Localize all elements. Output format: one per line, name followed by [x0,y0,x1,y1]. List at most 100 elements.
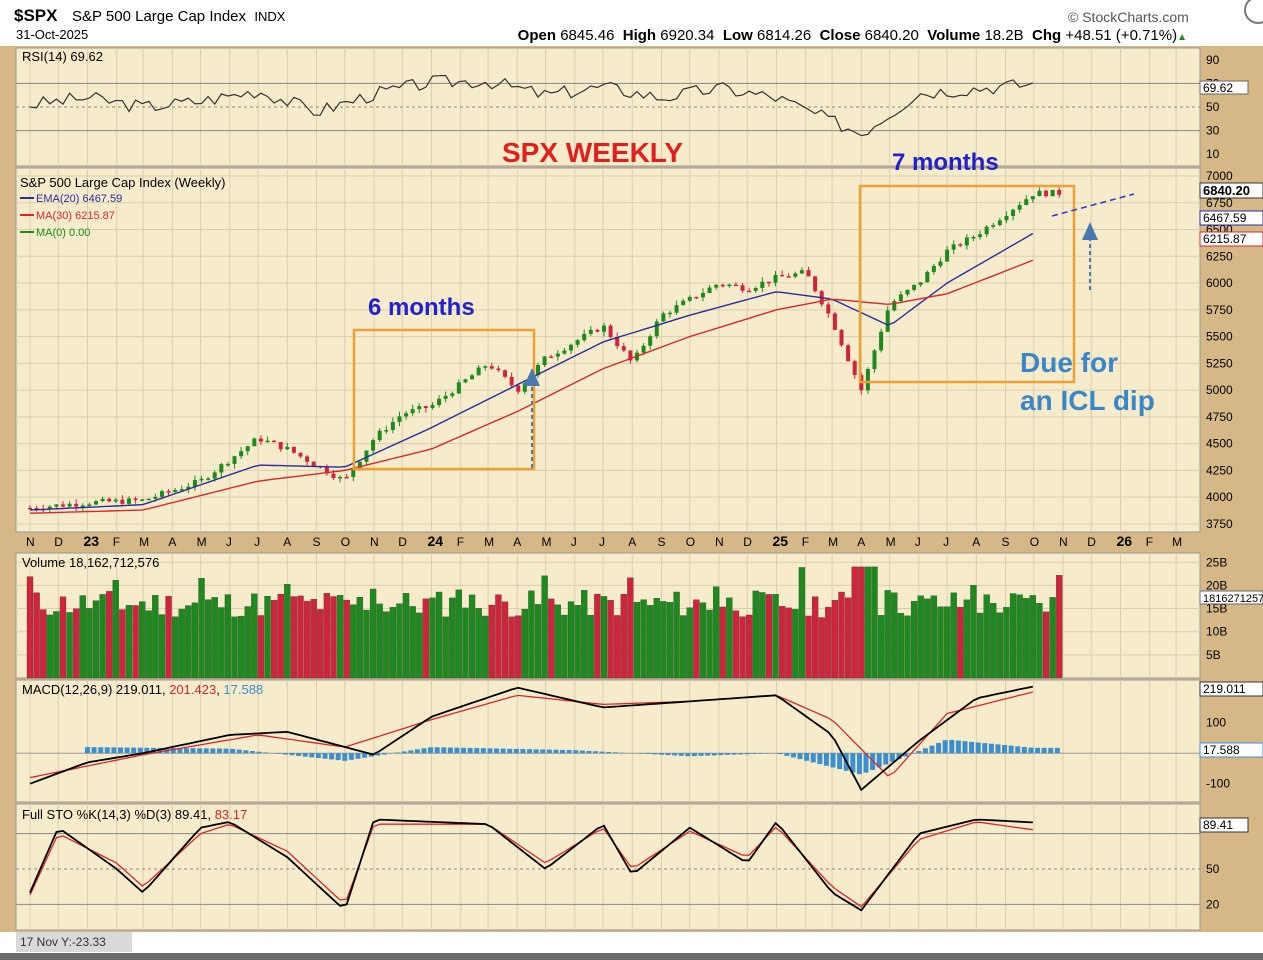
sto-d-line [29,821,1033,908]
volume-bar [59,596,67,679]
macd-hist-bar [870,753,876,770]
candle-body [720,284,725,287]
volume-bar [40,609,47,679]
candle-body [694,296,699,299]
macd-hist-bar [969,741,975,754]
x-tick-label: J [254,535,260,549]
bottom-scrollbar[interactable] [0,953,1263,960]
open-value: 6845.46 [560,27,615,44]
volume-bar [963,599,971,679]
candle-body [470,375,475,380]
candle-body [714,284,719,288]
volume-bar [541,575,548,679]
volume-bar [858,566,865,679]
x-tick-label: F [1146,535,1153,549]
volume-bar [943,606,951,679]
x-tick-label: M [139,535,149,549]
macd-hist-bar [784,753,790,756]
candle-body [338,476,343,479]
x-tick-label: A [513,535,521,549]
volume-bar [614,615,621,679]
volume-y-tick: 10B [1206,625,1227,639]
candle-body [225,463,230,466]
candle-body [938,261,943,266]
candle-body [687,296,692,301]
candle-body [212,472,217,479]
price-y-tick: 5500 [1206,330,1233,344]
candle-body [140,499,145,501]
price-y-tick: 5250 [1206,356,1233,370]
macd-hist-bar [480,748,486,754]
volume-bar [666,602,674,679]
candle-body [34,507,39,510]
last-value-labels: 69.62 6840.20 6467.59 6215.87 1816271257… [1199,80,1263,833]
candle-body [186,486,191,490]
volume-bar [211,597,218,679]
macd-hist-bar [322,753,328,759]
ma30-last-box [1199,231,1263,247]
volume-bar [990,603,997,679]
price-y-tick: 6000 [1206,276,1233,290]
volume-bar [336,594,344,679]
volume-bar [1029,595,1036,679]
volume-bar [1056,575,1063,679]
volume-bar [449,597,456,679]
macd-hist-bar [823,753,829,766]
macd-hist-bar [236,749,242,754]
macd-hist-bar [916,751,922,754]
candle-body [146,498,151,501]
candle-body [272,440,277,443]
x-tick-label-bottom: 24 [428,931,444,932]
volume-bar [706,609,713,679]
macd-hist-bar [170,748,176,754]
volume-bar [844,597,852,679]
ema-projection-line [1051,193,1135,217]
macd-hist-bar [639,753,645,754]
macd-hist-bar [494,748,500,754]
volume-bar [647,605,654,679]
ema-legend: EMA(20) 6467.59 [36,193,122,205]
macd-hist-bar [988,743,994,754]
candle-body [364,450,369,462]
candle-body [793,273,798,277]
x-tick-label: A [283,535,291,549]
brand-logo[interactable]: © StockCharts.com [1068,9,1189,25]
x-tick-label: M [828,535,838,549]
volume-bar [356,597,364,679]
volume-bar [996,612,1004,679]
rsi-line [29,74,1033,137]
volume-bar [877,615,885,679]
volume-bar [92,600,100,679]
volume-y-tick: 20B [1206,578,1227,592]
sto-legend-main: Full STO %K(14,3) %D(3) 89.41 [22,807,207,822]
macd-hist-bar [889,753,895,762]
candle-body [562,350,567,354]
scroll-circle-button[interactable] [1244,0,1263,24]
macd-hist-bar [302,753,308,757]
candle-body [245,446,250,452]
volume-label: Volume [927,27,981,44]
macd-hist-bar [579,750,585,754]
volume-bar [561,614,568,679]
candle-body [753,287,758,291]
volume-bar [125,605,133,679]
macd-hist-bar [850,753,856,773]
candle-body [898,294,903,302]
macd-hist-bar [474,748,480,754]
candle-body [918,282,923,285]
macd-hist-bar [903,753,909,757]
candle-body [437,398,442,406]
stock-chart[interactable]: ND23FMMAAMMJJJJAASSOONNDD2424FFMMAAMMJJJ… [0,46,1263,932]
macd-hist-bar [995,744,1001,754]
macd-hist-bar [183,748,189,754]
macd-hist-bar [355,753,361,759]
ma30-legend: MA(30) 6215.87 [36,210,115,222]
x-tick-label: J [226,535,232,549]
macd-hist-bar [289,753,295,756]
volume-bar [653,598,660,679]
candle-body [806,270,811,277]
volume-bar [277,593,284,679]
macd-hist-bar [342,753,348,761]
candle-body [285,446,290,450]
candle-body [1057,189,1062,195]
